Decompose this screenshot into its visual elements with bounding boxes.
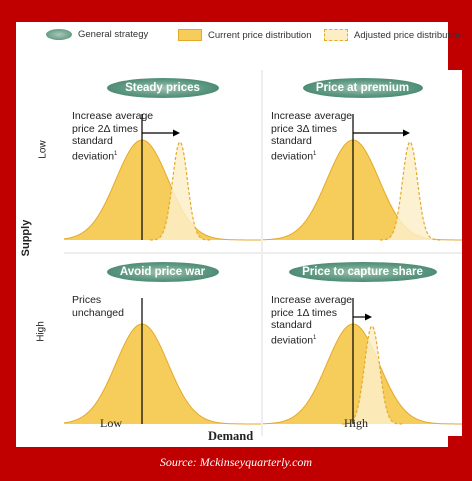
arrow-head-icon bbox=[173, 129, 180, 137]
description-line: standard bbox=[271, 135, 312, 147]
adjusted-distribution-outline bbox=[341, 325, 403, 425]
current-distribution bbox=[64, 324, 261, 424]
quadrant-price-at-premium: Price at premium Increase average price 3Δ… bbox=[263, 70, 462, 252]
strategy-title: Avoid price war bbox=[106, 262, 219, 282]
x-axis-title: Demand bbox=[208, 429, 254, 443]
legend-label-current: Current price distribution bbox=[208, 29, 312, 41]
quadrant-steady-prices: Steady prices Increase average price 2Δ ti… bbox=[64, 70, 261, 252]
x-label-high: High bbox=[344, 416, 368, 430]
legend-label-strategy: General strategy bbox=[78, 29, 149, 40]
arrow-head-icon bbox=[403, 129, 410, 137]
y-label-low: Low bbox=[37, 140, 49, 159]
current-distribution-outline bbox=[64, 139, 261, 241]
description-line: standard bbox=[72, 135, 113, 147]
arrow-head-icon bbox=[365, 313, 372, 321]
x-label-low: Low bbox=[100, 416, 122, 430]
legend-swatch-adjusted bbox=[324, 29, 348, 41]
top_left-chart bbox=[64, 114, 261, 241]
description-line: Increase average bbox=[271, 294, 353, 306]
adjusted-distribution bbox=[380, 142, 440, 240]
description-line: price 3Δ times bbox=[271, 122, 337, 135]
strategy-description: Increase average price 1Δ times standard de… bbox=[271, 294, 352, 347]
legend-swatch-strategy bbox=[46, 29, 72, 40]
adjusted-distribution bbox=[150, 142, 210, 240]
y-label-high: High bbox=[35, 321, 47, 342]
description-line: Prices bbox=[72, 294, 102, 306]
description-line: deviation1 bbox=[271, 150, 317, 162]
description-line: standard bbox=[271, 319, 312, 331]
legend-item-strategy: General strategy bbox=[46, 29, 148, 40]
strategy-description: Increase average price 2Δ times standard de… bbox=[72, 110, 153, 163]
description-line: Increase average bbox=[72, 110, 154, 122]
strategy-description: Prices unchanged bbox=[72, 294, 124, 319]
adjusted-distribution-outline bbox=[149, 141, 211, 241]
adjusted-distribution-outline bbox=[379, 141, 441, 241]
legend-label-adjusted: Adjusted price distribution bbox=[354, 29, 463, 41]
description-line: deviation1 bbox=[72, 150, 118, 162]
y-axis-title: Supply bbox=[20, 219, 32, 257]
adjusted-distribution bbox=[342, 326, 402, 424]
quadrant-price-to-capture-share: Price to capture share Increase average pr… bbox=[263, 254, 462, 436]
strategy-title: Price at premium bbox=[302, 78, 423, 98]
figure-frame: General strategy Current price distribut… bbox=[16, 22, 463, 447]
bottom_right-chart bbox=[263, 298, 462, 425]
strategy-title: Steady prices bbox=[106, 78, 219, 98]
legend-item-adjusted: Adjusted price distribution bbox=[324, 29, 463, 41]
legend-item-current: Current price distribution bbox=[178, 29, 312, 41]
legend-swatch-current bbox=[178, 29, 202, 41]
description-line: Increase average bbox=[271, 110, 353, 122]
footnote-marker: 1 bbox=[114, 150, 118, 157]
footnote-marker: 1 bbox=[313, 150, 317, 157]
strategy-grid: Steady prices Increase average price 2Δ ti… bbox=[64, 70, 462, 436]
current-distribution bbox=[263, 324, 462, 424]
description-line: price 1Δ times bbox=[271, 306, 337, 319]
bottom_left-chart bbox=[64, 298, 261, 425]
strategy-title: Price to capture share bbox=[288, 262, 437, 282]
footnote-marker: 1 bbox=[313, 334, 317, 341]
current-distribution-outline bbox=[263, 323, 462, 425]
top_right-chart bbox=[263, 114, 462, 241]
description-line: unchanged bbox=[72, 306, 124, 319]
current-distribution bbox=[64, 140, 261, 240]
current-distribution bbox=[263, 140, 462, 240]
quadrant-avoid-price-war: Avoid price war Prices unchanged bbox=[64, 254, 261, 436]
strategy-description: Increase average price 3Δ times standard de… bbox=[271, 110, 352, 163]
description-line: price 2Δ times bbox=[72, 122, 138, 135]
current-distribution-outline bbox=[64, 323, 261, 425]
source-caption: Source: Mckinseyquarterly.com bbox=[159, 455, 313, 469]
legend: General strategy Current price distribut… bbox=[46, 29, 466, 47]
description-line: deviation1 bbox=[271, 334, 317, 346]
